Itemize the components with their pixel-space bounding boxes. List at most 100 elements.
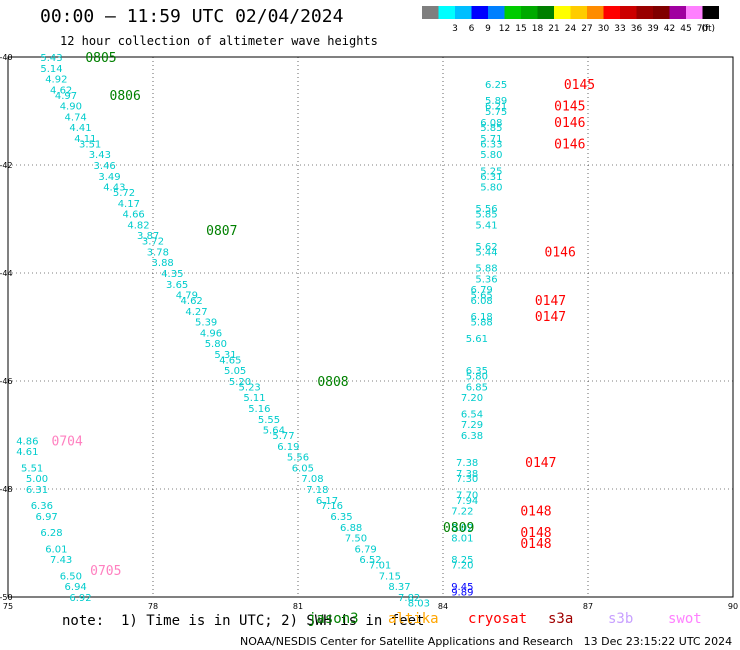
swh-data-point: 5.20: [229, 377, 251, 388]
swh-data-point: 6.05: [292, 463, 314, 474]
swh-data-point: 4.82: [127, 220, 149, 231]
swh-data-point: 6.35: [330, 512, 352, 523]
swh-data-point: 5.77: [272, 431, 294, 442]
swh-data-point: 3.49: [98, 172, 120, 183]
colorbar-swatch: [471, 6, 488, 19]
y-tick-label: -50: [0, 593, 13, 602]
colorbar-swatch: [422, 6, 439, 19]
swh-data-point: 7.38: [456, 458, 478, 469]
swh-data-point: 7.01: [369, 561, 391, 572]
swh-data-point: 5.39: [195, 318, 217, 329]
swh-data-point: 7.70: [456, 490, 478, 501]
colorbar-tick-label: 30: [598, 24, 610, 34]
swh-data-point: 7.38: [456, 469, 478, 480]
swh-data-point: 5.80: [205, 339, 227, 350]
swh-data-point: 5.75: [485, 107, 507, 118]
x-tick-label: 81: [293, 602, 303, 611]
swh-data-point: 4.35: [161, 269, 183, 280]
swh-data-point: 4.62: [181, 296, 203, 307]
swh-data-point: 6.35: [466, 366, 488, 377]
swh-data-point: 6.19: [277, 442, 299, 453]
x-tick-label: 75: [3, 602, 13, 611]
colorbar-swatch: [653, 6, 670, 19]
swh-data-point: 5.72: [113, 188, 135, 199]
x-tick-label: 87: [583, 602, 593, 611]
pass-time-label: 0805: [85, 51, 116, 66]
pass-time-label: 0146: [554, 116, 585, 131]
swh-data-point: 5.88: [475, 264, 497, 275]
credit-line: NOAA/NESDIS Center for Satellite Applica…: [240, 635, 733, 648]
swh-data-point: 4.92: [45, 75, 67, 86]
colorbar-swatch: [537, 6, 554, 19]
swh-data-point: 7.15: [379, 571, 401, 582]
colorbar-tick-label: 18: [532, 24, 544, 34]
pass-time-label: 0705: [90, 564, 121, 579]
swh-data-point: 6.17: [316, 496, 338, 507]
swh-data-point: 5.89: [485, 96, 507, 107]
swh-data-point: 4.74: [65, 112, 87, 123]
swh-data-point: 7.08: [301, 474, 323, 485]
swh-data-point: 4.96: [200, 328, 222, 339]
swh-data-point: 6.85: [466, 382, 488, 393]
swh-data-point: 3.51: [79, 139, 101, 150]
swh-data-point: 5.44: [475, 247, 497, 258]
swh-data-point: 5.61: [466, 334, 488, 345]
swh-data-point: 5.23: [239, 382, 261, 393]
swh-data-point: 5.25: [480, 166, 502, 177]
swh-data-point: 7.20: [451, 561, 473, 572]
swh-data-point: 6.54: [461, 409, 483, 420]
pass-time-label: 0147: [535, 294, 566, 309]
swh-data-point: 5.55: [258, 415, 280, 426]
pass-time-label: 0808: [317, 375, 348, 390]
y-tick-label: -44: [0, 269, 13, 278]
swh-data-point: 5.64: [263, 426, 285, 437]
swh-data-point: 3.72: [142, 237, 164, 248]
swh-data-point: 3.88: [152, 258, 174, 269]
colorbar-tick-label: 21: [548, 24, 559, 34]
y-tick-label: -48: [0, 485, 13, 494]
swh-data-point: 6.94: [65, 582, 87, 593]
pass-time-label: 0147: [525, 456, 556, 471]
pass-time-label: 0148: [520, 505, 551, 520]
colorbar-swatch: [702, 6, 719, 19]
swh-data-point: 3.78: [147, 247, 169, 258]
swh-data-point: 5.05: [224, 366, 246, 377]
swh-data-point: 5.88: [471, 318, 493, 329]
swh-data-point: 4.79: [176, 291, 198, 302]
swh-data-point: 5.80: [480, 150, 502, 161]
colorbar-swatch: [686, 6, 703, 19]
colorbar-swatch: [570, 6, 587, 19]
colorbar-swatch: [669, 6, 686, 19]
swh-data-point: 7.29: [461, 420, 483, 431]
x-tick-label: 78: [148, 602, 158, 611]
colorbar-swatch: [587, 6, 604, 19]
colorbar-swatch: [438, 6, 455, 19]
swh-data-point: 5.36: [475, 274, 497, 285]
swh-data-point: 6.18: [471, 312, 493, 323]
colorbar-tick-label: 24: [565, 24, 577, 34]
swh-data-point: 5.56: [475, 204, 497, 215]
swh-data-point: 4.41: [69, 123, 91, 134]
swh-data-point: 5.62: [475, 242, 497, 253]
swh-data-point: 9.45: [451, 582, 473, 593]
pass-time-label: 0807: [206, 224, 237, 239]
colorbar-tick-label: 39: [647, 24, 659, 34]
swh-data-point: 7.22: [451, 507, 473, 518]
y-tick-label: -40: [0, 53, 13, 62]
swh-data-point: 6.97: [36, 512, 58, 523]
pass-time-label: 0148: [520, 526, 551, 541]
colorbar-tick-label: 70: [697, 24, 709, 34]
pass-time-label: 0145: [564, 78, 595, 93]
swh-data-point: 6.50: [60, 571, 82, 582]
swh-data-point: 6.08: [471, 296, 493, 307]
swh-data-point: 6.88: [340, 523, 362, 534]
mission-key-jason3: jason3: [308, 611, 359, 627]
swh-data-point: 4.90: [60, 102, 82, 113]
swh-data-point: 7.30: [456, 474, 478, 485]
swh-data-point: 6.31: [26, 485, 48, 496]
colorbar-tick-label: 6: [469, 24, 475, 34]
mission-key-s3a: s3a: [548, 611, 574, 627]
pass-time-label: 0806: [110, 89, 141, 104]
swh-data-point: 7.18: [306, 485, 328, 496]
